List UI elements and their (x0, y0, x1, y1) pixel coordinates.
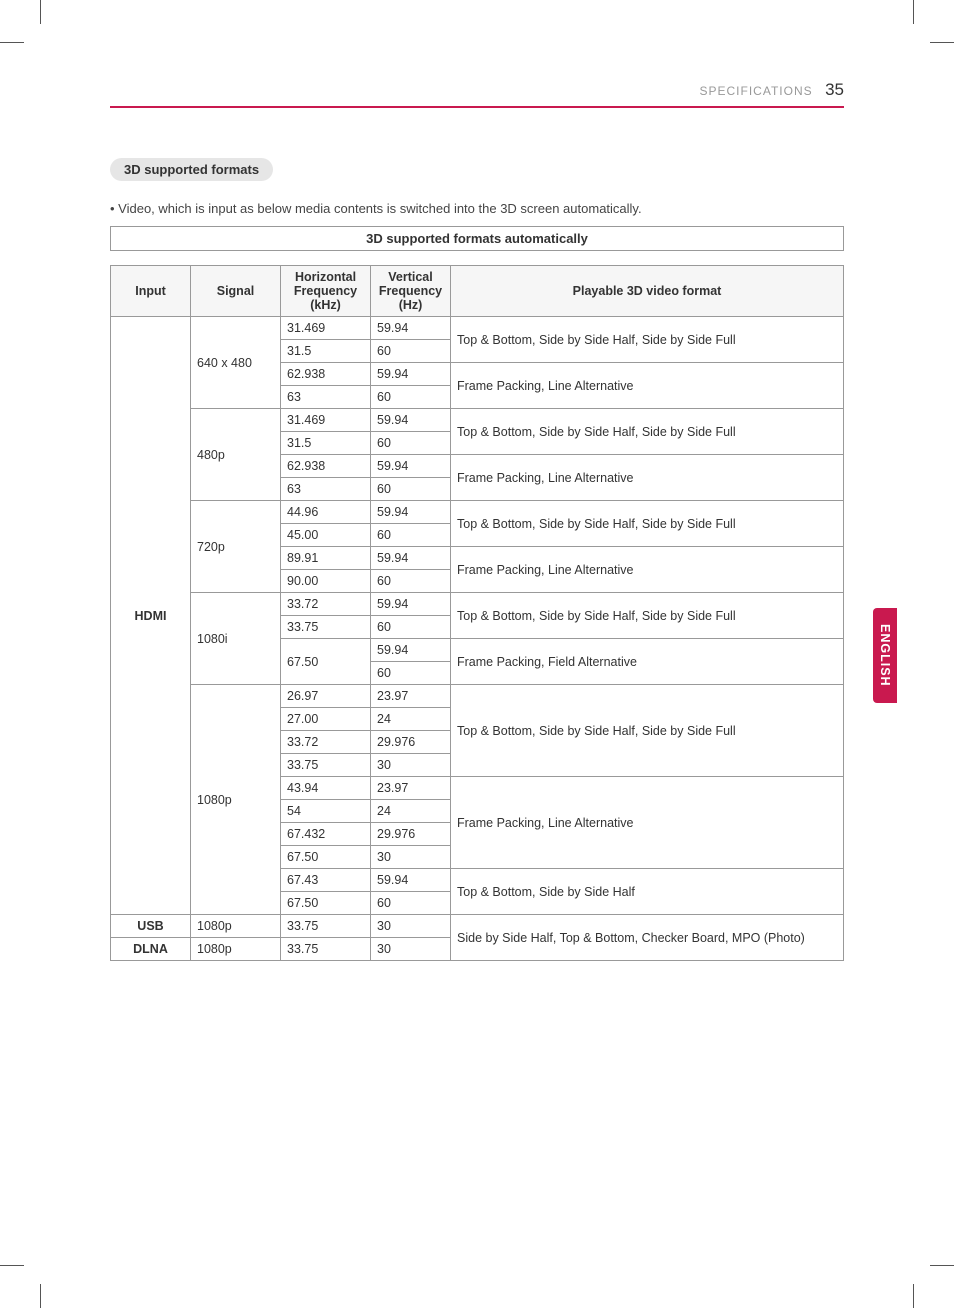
cell-hfreq: 31.5 (281, 340, 371, 363)
cell-hfreq: 90.00 (281, 570, 371, 593)
table-row: 1080i 33.72 59.94 Top & Bottom, Side by … (111, 593, 844, 616)
cell-hfreq: 67.50 (281, 639, 371, 685)
table-header-row: Input Signal Horizontal Frequency (kHz) … (111, 266, 844, 317)
cell-format: Frame Packing, Line Alternative (451, 363, 844, 409)
cell-signal: 1080i (191, 593, 281, 685)
col-vfreq: Vertical Frequency (Hz) (371, 266, 451, 317)
cell-vfreq: 30 (371, 846, 451, 869)
cell-hfreq: 44.96 (281, 501, 371, 524)
cell-hfreq: 89.91 (281, 547, 371, 570)
cell-vfreq: 59.94 (371, 639, 451, 662)
cell-vfreq: 60 (371, 662, 451, 685)
table-row: 1080p 26.97 23.97 Top & Bottom, Side by … (111, 685, 844, 708)
cell-vfreq: 23.97 (371, 777, 451, 800)
cell-hfreq: 43.94 (281, 777, 371, 800)
cell-format: Frame Packing, Line Alternative (451, 547, 844, 593)
cell-hfreq: 31.469 (281, 409, 371, 432)
cell-hfreq: 67.50 (281, 846, 371, 869)
cell-hfreq: 54 (281, 800, 371, 823)
cell-vfreq: 59.94 (371, 409, 451, 432)
cell-format: Top & Bottom, Side by Side Half, Side by… (451, 685, 844, 777)
cell-hfreq: 67.43 (281, 869, 371, 892)
cell-hfreq: 27.00 (281, 708, 371, 731)
cell-format: Frame Packing, Line Alternative (451, 455, 844, 501)
cell-hfreq: 45.00 (281, 524, 371, 547)
cell-vfreq: 24 (371, 800, 451, 823)
cell-hfreq: 62.938 (281, 363, 371, 386)
cell-signal: 480p (191, 409, 281, 501)
cell-vfreq: 59.94 (371, 363, 451, 386)
cell-format: Top & Bottom, Side by Side Half, Side by… (451, 409, 844, 455)
cell-vfreq: 59.94 (371, 869, 451, 892)
cell-input-hdmi: HDMI (111, 317, 191, 915)
cell-hfreq: 62.938 (281, 455, 371, 478)
cell-vfreq: 60 (371, 524, 451, 547)
col-signal: Signal (191, 266, 281, 317)
col-input: Input (111, 266, 191, 317)
cell-vfreq: 59.94 (371, 317, 451, 340)
cell-hfreq: 33.75 (281, 938, 371, 961)
section-name: SPECIFICATIONS (700, 84, 813, 98)
cell-vfreq: 60 (371, 478, 451, 501)
table-caption: 3D supported formats automatically (110, 226, 844, 251)
cell-vfreq: 24 (371, 708, 451, 731)
cell-hfreq: 63 (281, 386, 371, 409)
cell-hfreq: 31.5 (281, 432, 371, 455)
col-format: Playable 3D video format (451, 266, 844, 317)
cell-format: Top & Bottom, Side by Side Half (451, 869, 844, 915)
cell-vfreq: 30 (371, 938, 451, 961)
table-row: 720p 44.96 59.94 Top & Bottom, Side by S… (111, 501, 844, 524)
cell-signal: 1080p (191, 685, 281, 915)
cell-hfreq: 31.469 (281, 317, 371, 340)
page-header: SPECIFICATIONS 35 (110, 80, 844, 108)
section-pill: 3D supported formats (110, 158, 273, 181)
cell-vfreq: 60 (371, 616, 451, 639)
spec-table: Input Signal Horizontal Frequency (kHz) … (110, 265, 844, 961)
cell-hfreq: 33.72 (281, 731, 371, 754)
table-row: USB 1080p 33.75 30 Side by Side Half, To… (111, 915, 844, 938)
cell-vfreq: 29.976 (371, 823, 451, 846)
cell-format: Frame Packing, Line Alternative (451, 777, 844, 869)
cell-format: Top & Bottom, Side by Side Half, Side by… (451, 593, 844, 639)
cell-format: Frame Packing, Field Alternative (451, 639, 844, 685)
intro-bullet: Video, which is input as below media con… (110, 201, 844, 216)
cell-hfreq: 33.72 (281, 593, 371, 616)
cell-vfreq: 59.94 (371, 593, 451, 616)
cell-vfreq: 60 (371, 386, 451, 409)
cell-signal: 720p (191, 501, 281, 593)
cell-vfreq: 60 (371, 892, 451, 915)
cell-signal: 1080p (191, 938, 281, 961)
language-tab: ENGLISH (873, 608, 897, 703)
cell-hfreq: 33.75 (281, 915, 371, 938)
cell-signal: 1080p (191, 915, 281, 938)
cell-vfreq: 30 (371, 754, 451, 777)
cell-format: Top & Bottom, Side by Side Half, Side by… (451, 317, 844, 363)
cell-format: Top & Bottom, Side by Side Half, Side by… (451, 501, 844, 547)
cell-vfreq: 60 (371, 570, 451, 593)
cell-vfreq: 59.94 (371, 455, 451, 478)
cell-vfreq: 23.97 (371, 685, 451, 708)
page-content: SPECIFICATIONS 35 3D supported formats V… (0, 0, 954, 1041)
cell-vfreq: 60 (371, 432, 451, 455)
cell-hfreq: 63 (281, 478, 371, 501)
cell-vfreq: 59.94 (371, 501, 451, 524)
table-row: HDMI 640 x 480 31.469 59.94 Top & Bottom… (111, 317, 844, 340)
cell-input-usb: USB (111, 915, 191, 938)
cell-hfreq: 33.75 (281, 754, 371, 777)
cell-format: Side by Side Half, Top & Bottom, Checker… (451, 915, 844, 961)
cell-hfreq: 67.50 (281, 892, 371, 915)
page-number: 35 (825, 80, 844, 99)
col-hfreq: Horizontal Frequency (kHz) (281, 266, 371, 317)
table-row: 480p 31.469 59.94 Top & Bottom, Side by … (111, 409, 844, 432)
cell-vfreq: 29.976 (371, 731, 451, 754)
cell-signal: 640 x 480 (191, 317, 281, 409)
cell-vfreq: 60 (371, 340, 451, 363)
cell-vfreq: 30 (371, 915, 451, 938)
cell-hfreq: 33.75 (281, 616, 371, 639)
cell-input-dlna: DLNA (111, 938, 191, 961)
cell-hfreq: 26.97 (281, 685, 371, 708)
cell-vfreq: 59.94 (371, 547, 451, 570)
cell-hfreq: 67.432 (281, 823, 371, 846)
